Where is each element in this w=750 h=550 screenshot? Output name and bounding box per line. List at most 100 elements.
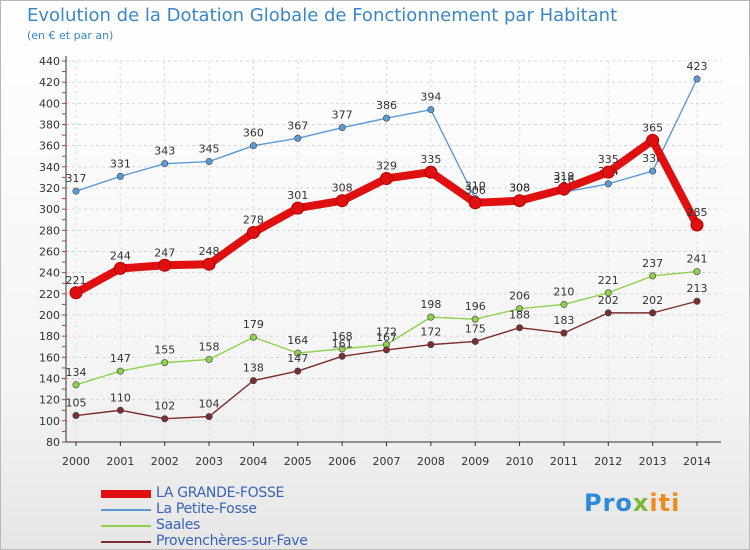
data-point xyxy=(471,315,479,323)
data-label: 110 xyxy=(110,391,131,404)
data-point xyxy=(382,114,390,122)
legend-swatch xyxy=(101,525,151,527)
data-label: 365 xyxy=(642,121,663,134)
data-label: 164 xyxy=(287,334,308,347)
x-tick-label: 2005 xyxy=(284,455,312,468)
data-label: 196 xyxy=(465,300,486,313)
data-point xyxy=(205,355,213,363)
data-point xyxy=(649,309,657,317)
logo-part-2: x xyxy=(632,489,650,517)
data-label: 105 xyxy=(66,397,87,410)
data-point xyxy=(338,352,346,360)
chart-title: Evolution de la Dotation Globale de Fonc… xyxy=(27,5,618,26)
x-tick-label: 2012 xyxy=(594,455,622,468)
data-point xyxy=(693,268,701,276)
data-label: 172 xyxy=(376,326,397,339)
data-label: 188 xyxy=(509,309,530,322)
data-label: 301 xyxy=(287,189,308,202)
legend-label: Saales xyxy=(156,517,201,533)
data-point xyxy=(513,194,527,208)
data-point xyxy=(246,225,260,239)
data-point xyxy=(294,134,302,142)
data-label: 367 xyxy=(287,119,308,132)
data-label: 308 xyxy=(332,182,353,195)
data-point xyxy=(604,309,612,317)
data-point xyxy=(424,165,438,179)
data-point xyxy=(693,75,701,83)
data-label: 198 xyxy=(420,298,441,311)
x-tick-label: 2006 xyxy=(328,455,356,468)
data-point xyxy=(116,367,124,375)
data-label: 202 xyxy=(598,294,619,307)
y-tick-label: 160 xyxy=(39,351,60,364)
y-tick-label: 320 xyxy=(39,182,60,195)
data-point xyxy=(249,142,257,150)
legend-item: La Petite-Fosse xyxy=(101,501,361,518)
data-point xyxy=(161,160,169,168)
data-point xyxy=(161,359,169,367)
data-point xyxy=(338,124,346,132)
data-label: 317 xyxy=(66,172,87,185)
y-tick-label: 400 xyxy=(39,97,60,110)
y-tick-label: 180 xyxy=(39,330,60,343)
x-tick-label: 2003 xyxy=(195,455,223,468)
legend-label: LA GRANDE-FOSSE xyxy=(156,485,285,501)
data-label: 213 xyxy=(687,282,708,295)
data-label: 102 xyxy=(154,400,175,413)
data-label: 221 xyxy=(598,274,619,287)
data-label: 221 xyxy=(66,274,87,287)
data-point xyxy=(116,172,124,180)
data-point xyxy=(205,158,213,166)
data-point xyxy=(69,286,83,300)
data-label: 202 xyxy=(642,294,663,307)
x-tick-label: 2008 xyxy=(417,455,445,468)
data-label: 138 xyxy=(243,362,264,375)
data-label: 158 xyxy=(199,340,220,353)
data-point xyxy=(382,346,390,354)
data-label: 172 xyxy=(420,326,441,339)
data-label: 241 xyxy=(687,253,708,266)
data-label: 134 xyxy=(66,366,87,379)
x-tick-label: 2014 xyxy=(683,455,711,468)
data-label: 161 xyxy=(332,337,353,350)
data-label: 155 xyxy=(154,344,175,357)
legend-item: LA GRANDE-FOSSE xyxy=(101,485,361,502)
y-tick-label: 80 xyxy=(46,436,60,449)
data-label: 244 xyxy=(110,249,131,262)
data-label: 168 xyxy=(332,330,353,343)
data-label: 175 xyxy=(465,322,486,335)
data-point xyxy=(427,106,435,114)
data-label: 206 xyxy=(509,290,530,303)
x-tick-label: 2004 xyxy=(239,455,267,468)
data-point xyxy=(693,297,701,305)
data-point xyxy=(427,341,435,349)
data-point xyxy=(560,300,568,308)
data-label: 360 xyxy=(243,127,264,140)
data-label: 345 xyxy=(199,143,220,156)
data-point xyxy=(335,194,349,208)
legend-swatch xyxy=(101,509,151,511)
legend-swatch xyxy=(101,490,151,498)
data-label: 377 xyxy=(332,109,353,122)
chart-legend: LA GRANDE-FOSSE La Petite-Fosse Saales Prov… xyxy=(101,485,361,550)
data-label: 237 xyxy=(642,257,663,270)
data-point xyxy=(646,133,660,147)
data-point xyxy=(649,272,657,280)
data-point xyxy=(516,324,524,332)
data-point xyxy=(604,289,612,297)
y-tick-label: 240 xyxy=(39,267,60,280)
data-label: 310 xyxy=(465,180,486,193)
y-tick-label: 340 xyxy=(39,161,60,174)
y-tick-label: 280 xyxy=(39,224,60,237)
data-label: 278 xyxy=(243,213,264,226)
x-tick-label: 2007 xyxy=(373,455,401,468)
data-point xyxy=(249,333,257,341)
y-tick-label: 420 xyxy=(39,76,60,89)
x-tick-label: 2000 xyxy=(62,455,90,468)
y-tick-label: 300 xyxy=(39,203,60,216)
data-label: 343 xyxy=(154,145,175,158)
logo-part-1: Pro xyxy=(584,489,633,517)
data-label: 331 xyxy=(110,157,131,170)
